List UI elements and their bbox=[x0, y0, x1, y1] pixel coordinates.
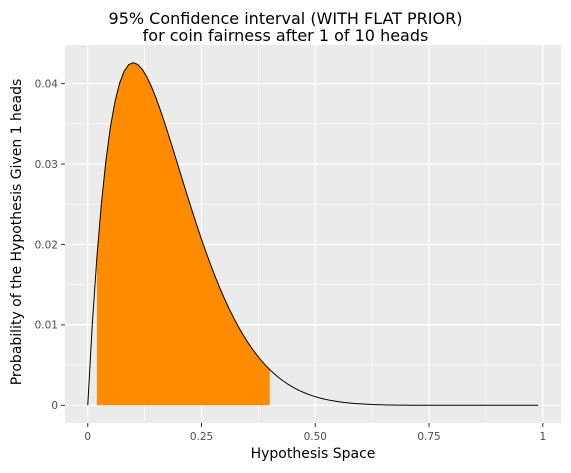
y-tick-label: 0.03 bbox=[35, 159, 58, 171]
chart-title: 95% Confidence interval (WITH FLAT PRIOR… bbox=[108, 9, 463, 28]
y-tick-label: 0 bbox=[51, 400, 58, 412]
chart-subtitle: for coin fairness after 1 of 10 heads bbox=[142, 26, 429, 45]
density-curve bbox=[87, 62, 539, 406]
x-tick-label: 0.50 bbox=[304, 431, 327, 443]
y-tick-label: 0.02 bbox=[35, 239, 58, 251]
y-axis: 0 0.01 0.02 0.03 0.04 bbox=[35, 78, 65, 412]
x-axis-label: Hypothesis Space bbox=[250, 446, 376, 462]
x-tick-label: 0.25 bbox=[190, 431, 213, 443]
x-tick-label: 0 bbox=[84, 431, 91, 443]
x-tick-label: 0.75 bbox=[417, 431, 440, 443]
y-tick-label: 0.04 bbox=[35, 78, 59, 90]
y-axis-label: Probability of the Hypothesis Given 1 he… bbox=[9, 78, 25, 386]
x-tick-label: 1 bbox=[539, 431, 546, 443]
y-tick-label: 0.01 bbox=[35, 320, 58, 332]
x-axis: 0 0.25 0.50 0.75 1 bbox=[84, 423, 546, 443]
confidence-interval-area bbox=[96, 62, 270, 406]
